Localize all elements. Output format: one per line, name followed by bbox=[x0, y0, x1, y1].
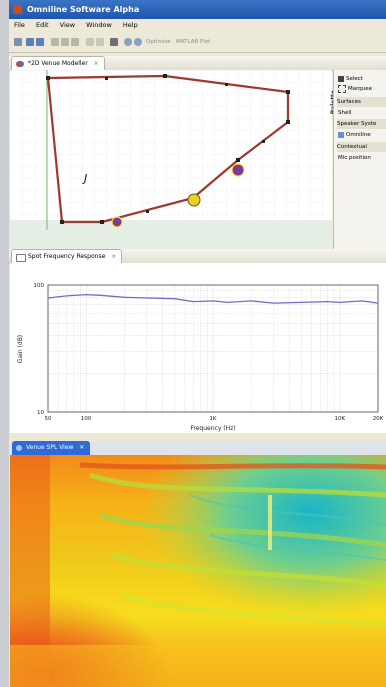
venue-icon bbox=[16, 61, 24, 67]
app-window: Omniline Software Alpha File Edit View W… bbox=[9, 0, 386, 687]
toolbar: Optimise MATLAB Plot bbox=[9, 32, 386, 53]
select-icon bbox=[338, 76, 344, 82]
x-axis-label: Frequency (Hz) bbox=[190, 425, 235, 432]
tab-venue-spl[interactable]: Venue SPL View ✕ bbox=[12, 441, 90, 455]
palette-shell[interactable]: Shell bbox=[338, 108, 351, 118]
title-bar: Omniline Software Alpha bbox=[9, 0, 386, 19]
palette-omniline[interactable]: Omniline bbox=[338, 130, 371, 140]
optimise-button[interactable]: Optimise bbox=[146, 32, 171, 52]
palette-mic-position[interactable]: Mic position bbox=[338, 153, 371, 163]
x-tick-label: 1K bbox=[209, 416, 216, 422]
redo-icon[interactable] bbox=[96, 38, 104, 46]
tab-frequency-response[interactable]: Spot Frequency Response ⨯ bbox=[11, 249, 122, 264]
mic-marker[interactable] bbox=[188, 194, 200, 206]
close-icon[interactable]: ✕ bbox=[79, 444, 84, 451]
tab-venue-spl-label: Venue SPL View bbox=[26, 444, 73, 451]
save-icon[interactable] bbox=[26, 38, 34, 46]
x-tick-label: 20K bbox=[373, 416, 384, 422]
x-tick-label: 100 bbox=[81, 416, 92, 422]
spl-heatmap-image bbox=[10, 455, 386, 687]
close-icon[interactable]: ⨯ bbox=[94, 60, 99, 67]
menu-view[interactable]: View bbox=[60, 21, 75, 29]
paste-icon[interactable] bbox=[71, 38, 79, 46]
palette-select[interactable]: Select bbox=[338, 74, 363, 84]
menu-help[interactable]: Help bbox=[123, 21, 138, 29]
palette-drawer-speaker-system[interactable]: Speaker Syste bbox=[337, 119, 386, 129]
omniline-icon bbox=[338, 132, 344, 138]
x-tick-label: 10K bbox=[335, 416, 346, 422]
y-axis-label: Gain (dB) bbox=[17, 335, 24, 363]
app-title: Omniline Software Alpha bbox=[27, 0, 139, 19]
palette-drawer-surfaces[interactable]: Surfaces bbox=[337, 97, 386, 107]
y-tick-label: 100 bbox=[34, 283, 45, 289]
chart-icon bbox=[16, 254, 26, 262]
marquee-icon bbox=[338, 85, 346, 93]
cut-icon[interactable] bbox=[51, 38, 59, 46]
frequency-chart: 50 100 1K 10K 20K 10 100 Frequency (Hz) Gain (… bbox=[10, 263, 386, 433]
delete-icon[interactable] bbox=[110, 38, 118, 46]
frequency-tabbar: Spot Frequency Response ⨯ bbox=[9, 249, 386, 264]
menu-bar: File Edit View Window Help bbox=[9, 19, 386, 32]
save-all-icon[interactable] bbox=[36, 38, 44, 46]
spl-heatmap[interactable] bbox=[10, 455, 386, 687]
palette-panel: Select Marquee Surfaces Shell Speaker Sy… bbox=[333, 70, 386, 250]
zoom-in-icon[interactable] bbox=[124, 38, 132, 46]
menu-edit[interactable]: Edit bbox=[36, 21, 49, 29]
new-icon[interactable] bbox=[14, 38, 22, 46]
undo-icon[interactable] bbox=[86, 38, 94, 46]
spl-tabbar: Venue SPL View ✕ bbox=[10, 441, 386, 455]
tab-frequency-response-label: Spot Frequency Response bbox=[28, 253, 105, 260]
venue-modeller-canvas[interactable]: J bbox=[10, 70, 332, 250]
copy-icon[interactable] bbox=[61, 38, 69, 46]
y-tick-label: 10 bbox=[37, 410, 44, 416]
venue-drawing: J bbox=[10, 70, 332, 250]
spl-icon bbox=[16, 445, 22, 451]
matlab-plot-button[interactable]: MATLAB Plot bbox=[176, 32, 210, 52]
modeller-tabbar: *2D Venue Modeller ⨯ bbox=[9, 56, 386, 71]
palette-drawer-contextual[interactable]: Contextual bbox=[337, 142, 386, 152]
menu-file[interactable]: File bbox=[14, 21, 25, 29]
frequency-panel: 50 100 1K 10K 20K 10 100 Frequency (Hz) Gain (… bbox=[10, 263, 386, 433]
speaker-marker-2[interactable] bbox=[112, 217, 122, 227]
tab-venue-modeller[interactable]: *2D Venue Modeller ⨯ bbox=[11, 56, 105, 71]
close-icon[interactable]: ⨯ bbox=[111, 253, 116, 260]
zoom-out-icon[interactable] bbox=[134, 38, 142, 46]
palette-marquee[interactable]: Marquee bbox=[338, 84, 372, 94]
speaker-marker-1[interactable] bbox=[232, 164, 244, 176]
tab-venue-modeller-label: *2D Venue Modeller bbox=[28, 60, 88, 67]
spl-panel: Venue SPL View ✕ bbox=[10, 441, 386, 687]
app-icon bbox=[13, 5, 22, 14]
x-tick-label: 50 bbox=[45, 416, 52, 422]
menu-window[interactable]: Window bbox=[86, 21, 112, 29]
